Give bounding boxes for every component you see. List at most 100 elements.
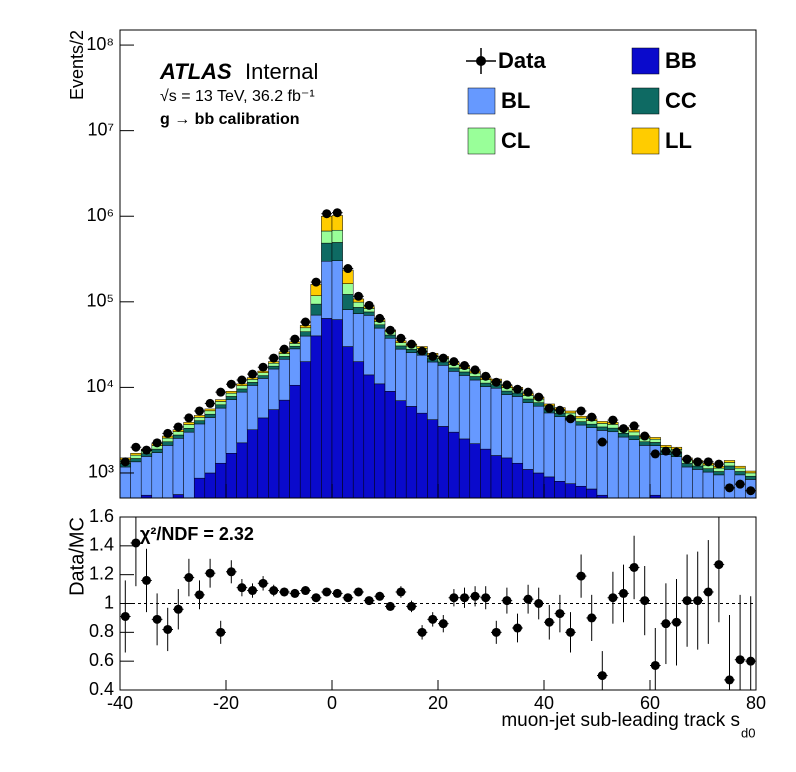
stack-segment — [172, 431, 184, 436]
stack-segment — [289, 348, 301, 386]
stack-segment — [268, 362, 280, 367]
data-point — [470, 365, 480, 375]
stack-segment — [363, 311, 375, 316]
y-tick-label: 1.4 — [89, 535, 114, 555]
data-point — [269, 353, 279, 363]
y-tick-label: 0.8 — [89, 621, 114, 641]
stack-segment — [352, 307, 365, 314]
ratio-point — [502, 596, 512, 606]
stack-segment — [331, 319, 343, 498]
legend-swatch — [631, 87, 660, 115]
stack-segment — [130, 458, 142, 463]
stack-segment — [458, 371, 471, 376]
data-point — [438, 353, 448, 363]
data-point — [131, 442, 141, 452]
data-point — [534, 392, 544, 402]
data-point — [491, 377, 501, 387]
stack-segment — [416, 412, 428, 498]
stack-segment — [596, 421, 608, 424]
ratio-point — [364, 596, 374, 606]
stack-segment — [575, 424, 587, 487]
ratio-point — [343, 593, 353, 603]
ratio-point — [534, 599, 544, 608]
data-point — [248, 369, 257, 379]
ratio-point — [544, 617, 554, 627]
stack-segment — [331, 215, 343, 231]
data-point — [629, 421, 639, 431]
data-point — [152, 438, 162, 448]
stack-segment — [321, 318, 333, 498]
data-point — [343, 264, 353, 274]
stack-segment — [225, 396, 237, 400]
x-tick-label: 20 — [428, 693, 448, 713]
data-point — [417, 346, 427, 356]
data-point — [290, 334, 300, 344]
stack-segment — [162, 437, 174, 443]
stack-segment — [522, 398, 534, 403]
stack-segment — [162, 441, 174, 446]
stack-segment — [564, 419, 577, 484]
y-tick-label: 0.6 — [89, 650, 114, 670]
stack-segment — [246, 379, 259, 383]
data-point — [746, 486, 756, 496]
stack-segment — [745, 475, 756, 480]
stack-segment — [607, 431, 619, 498]
stack-segment — [448, 371, 460, 433]
stack-segment — [278, 356, 290, 360]
stack-segment — [533, 402, 545, 407]
ratio-frame — [119, 516, 757, 691]
stack-segment — [352, 301, 365, 308]
data-point — [364, 300, 374, 310]
stack-segment — [236, 385, 248, 390]
stack-segment — [469, 443, 481, 498]
stack-segment — [215, 462, 227, 498]
x-tick-label: 80 — [746, 693, 766, 713]
stack-segment — [193, 415, 206, 418]
stack-segment — [395, 345, 407, 350]
data-point — [481, 371, 491, 381]
stack-segment — [607, 424, 619, 429]
ratio-point — [375, 591, 385, 601]
data-point — [279, 344, 289, 354]
stack-segment — [321, 242, 333, 262]
data-point — [735, 479, 745, 489]
stack-segment — [628, 431, 640, 437]
stack-segment — [533, 405, 545, 474]
stack-segment — [745, 472, 756, 477]
data-point — [619, 424, 628, 434]
stack-segment — [236, 391, 248, 444]
stack-segment — [511, 396, 524, 464]
stack-segment — [352, 361, 365, 498]
stack-segment — [172, 434, 184, 439]
ratio-point — [248, 586, 257, 596]
stack-segment — [437, 426, 449, 498]
stack-segment — [236, 442, 248, 498]
ratio-y-axis-title: Data/MC — [66, 517, 88, 596]
stack-segment — [607, 427, 619, 433]
ratio-point — [417, 627, 427, 637]
data-point — [661, 446, 671, 456]
x-tick-label: -20 — [213, 693, 239, 713]
stack-segment — [342, 346, 354, 498]
stack-segment — [734, 465, 746, 469]
stack-segment — [745, 470, 756, 474]
data-point — [544, 403, 554, 413]
data-point — [640, 431, 650, 441]
main-frame — [119, 29, 757, 499]
stack-segment — [384, 391, 396, 498]
stack-segment — [649, 438, 661, 443]
ratio-point — [438, 619, 448, 629]
ratio-point — [576, 571, 586, 581]
ratio-point — [513, 623, 522, 633]
ratio-point — [735, 655, 745, 665]
stack-segment — [681, 463, 693, 468]
ratio-point — [608, 593, 618, 603]
legend-swatch — [631, 47, 660, 75]
ratio-point — [449, 593, 459, 603]
energy-label: √s = 13 TeV, 36.2 fb⁻¹ — [160, 88, 315, 105]
data-point — [385, 325, 395, 335]
stack-segment — [384, 334, 396, 339]
stack-segment — [734, 471, 746, 476]
stack-segment — [183, 424, 195, 429]
stack-segment — [575, 415, 587, 419]
